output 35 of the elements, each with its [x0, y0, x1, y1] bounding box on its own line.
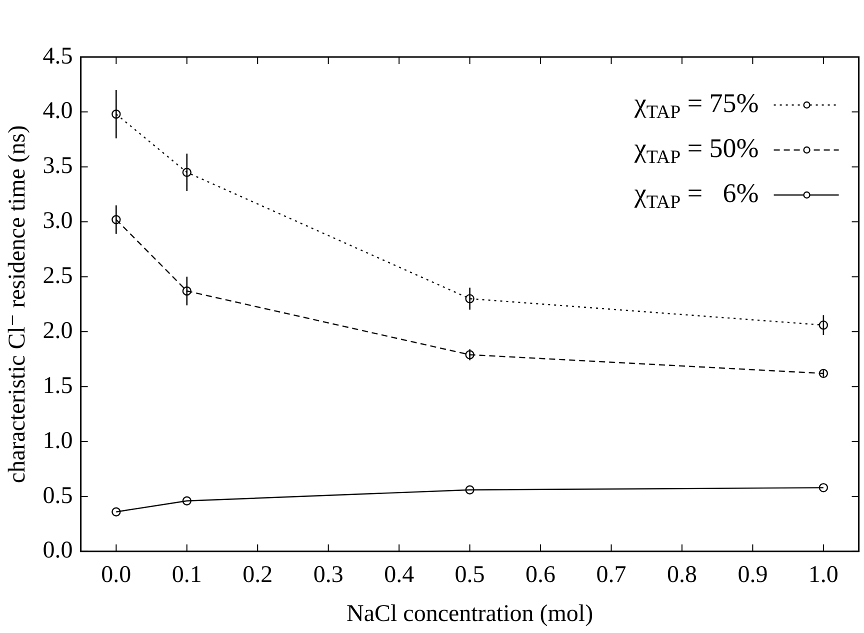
y-tick-label: 2.0 — [42, 318, 73, 344]
x-axis-title: NaCl concentration (mol) — [346, 600, 594, 627]
point — [465, 350, 474, 360]
point — [182, 168, 192, 177]
point — [182, 286, 192, 296]
x-tick-label: 0.4 — [384, 562, 414, 588]
point — [465, 485, 474, 494]
point — [818, 320, 828, 330]
point — [112, 215, 121, 224]
y-tick-label: 3.0 — [42, 208, 73, 234]
x-tick-label: 0.6 — [526, 562, 556, 588]
y-axis-title: characteristic Cl⁻ residence time (ns) — [4, 125, 31, 484]
y-tick-label: 3.5 — [42, 153, 73, 180]
point — [465, 294, 474, 304]
x-tick-label: 0.5 — [454, 562, 485, 588]
point — [112, 110, 121, 119]
x-tick-label: 0.1 — [172, 562, 202, 588]
y-tick-label: 1.0 — [42, 428, 73, 454]
x-tick-label: 0.2 — [242, 562, 273, 588]
point — [818, 483, 828, 492]
point — [182, 496, 192, 506]
y-tick-label: 0.5 — [42, 482, 73, 509]
point — [818, 368, 828, 378]
x-tick-label: 0.3 — [313, 562, 344, 588]
y-tick-label: 1.5 — [42, 372, 73, 399]
y-tick-label: 2.5 — [42, 263, 73, 290]
point — [112, 507, 121, 516]
y-tick-label: 4.5 — [42, 43, 73, 70]
y-tick-label: 0.0 — [42, 538, 73, 564]
x-tick-label: 0.9 — [738, 562, 768, 588]
x-tick-label: 0.7 — [596, 562, 626, 588]
y-tick-label: 4.0 — [42, 98, 73, 124]
x-tick-label: 0.8 — [666, 562, 697, 588]
x-tick-label: 0.0 — [101, 562, 132, 588]
x-tick-label: 1.0 — [808, 562, 838, 588]
